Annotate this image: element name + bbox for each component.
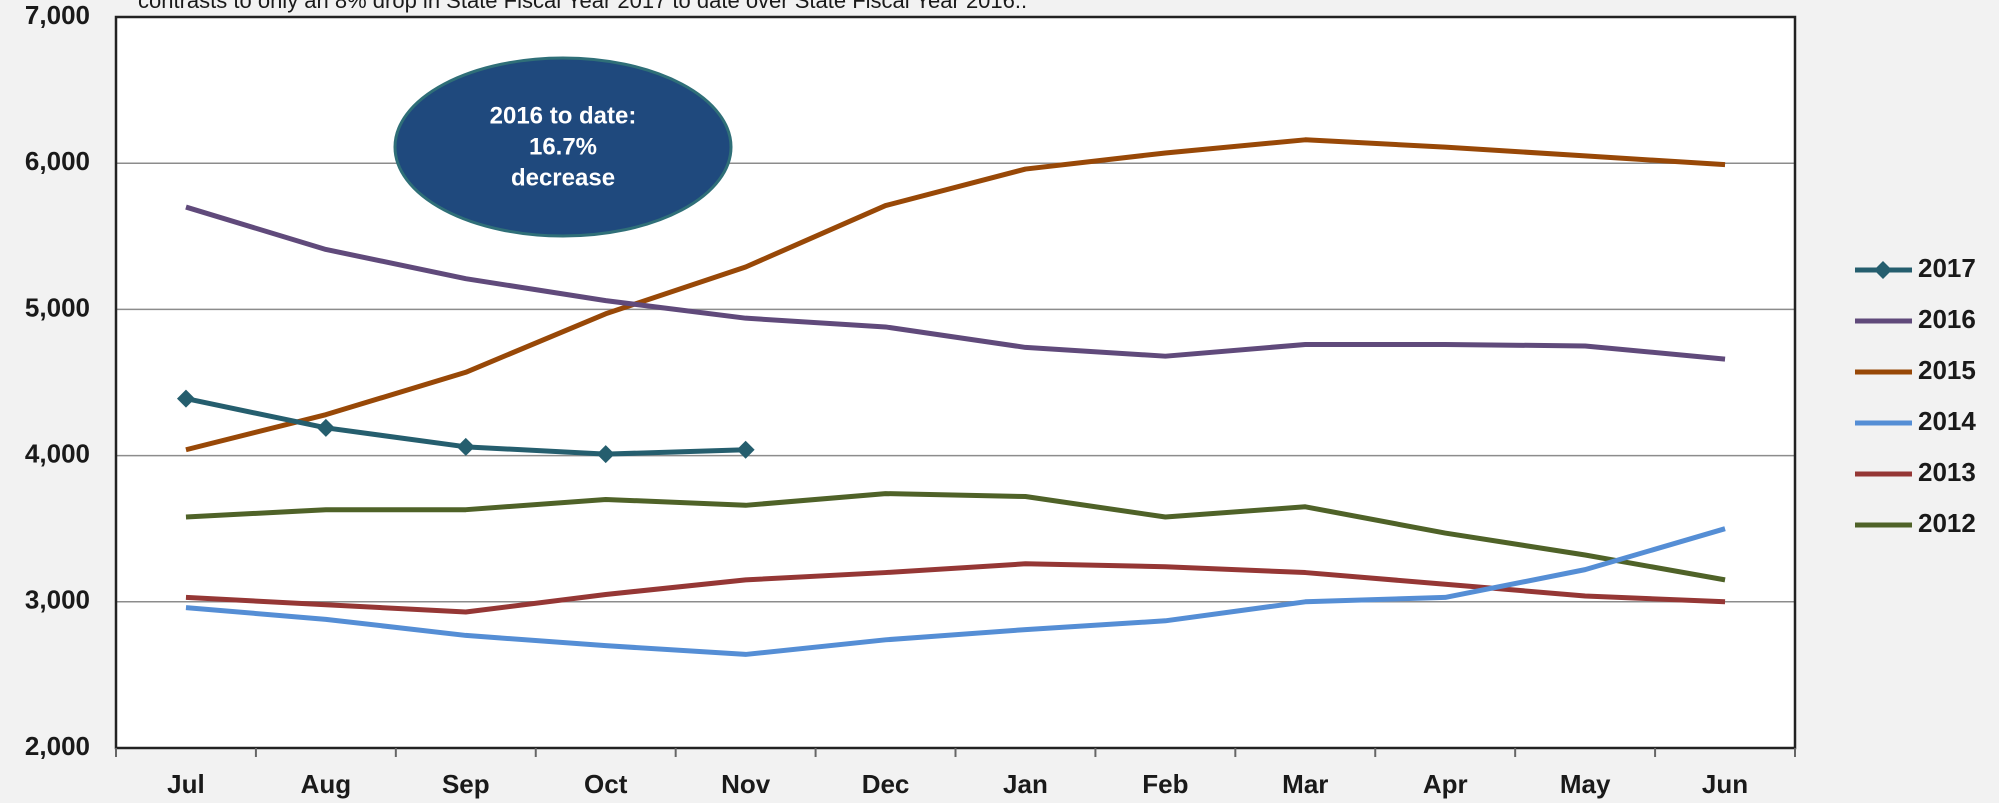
series-line xyxy=(185,204,1726,362)
series-line xyxy=(185,561,1726,615)
legend-label: 2017 xyxy=(1918,253,1976,283)
legend-label: 2012 xyxy=(1918,508,1976,538)
legend-label: 2015 xyxy=(1918,355,1976,385)
x-tick-label: Oct xyxy=(584,769,628,799)
plot-area xyxy=(116,17,1795,748)
point-marker xyxy=(596,445,615,464)
legend-marker xyxy=(1874,261,1892,279)
x-tick-label: Nov xyxy=(721,769,771,799)
y-tick-label: 3,000 xyxy=(25,585,90,615)
annotation-bubble xyxy=(393,56,733,238)
point-marker xyxy=(736,440,755,459)
y-tick-label: 7,000 xyxy=(25,0,90,30)
annotation-text: 2016 to date: xyxy=(490,102,637,129)
y-tick-label: 2,000 xyxy=(25,731,90,761)
x-tick-label: Jul xyxy=(167,769,205,799)
x-tick-label: Dec xyxy=(862,769,910,799)
x-tick-label: Feb xyxy=(1142,769,1188,799)
y-tick-label: 6,000 xyxy=(25,146,90,176)
y-tick-label: 5,000 xyxy=(25,292,90,322)
point-marker xyxy=(456,437,475,456)
y-tick-label: 4,000 xyxy=(25,438,90,468)
x-tick-label: Jan xyxy=(1003,769,1048,799)
series-line xyxy=(185,137,1726,453)
series-line xyxy=(185,526,1726,657)
x-tick-label: Aug xyxy=(301,769,352,799)
x-tick-label: Jun xyxy=(1702,769,1748,799)
x-tick-label: Mar xyxy=(1282,769,1328,799)
point-marker xyxy=(176,389,195,408)
legend-label: 2014 xyxy=(1918,406,1976,436)
annotation-text: decrease xyxy=(511,164,615,191)
series-line xyxy=(185,491,1726,583)
x-tick-label: May xyxy=(1560,769,1611,799)
legend-label: 2016 xyxy=(1918,304,1976,334)
x-tick-label: Apr xyxy=(1423,769,1468,799)
annotation-text: 16.7% xyxy=(529,133,597,160)
legend-label: 2013 xyxy=(1918,457,1976,487)
subtitle: contrasts to only an 8% drop in State Fi… xyxy=(138,0,1027,13)
x-tick-label: Sep xyxy=(442,769,490,799)
point-marker xyxy=(316,418,335,437)
